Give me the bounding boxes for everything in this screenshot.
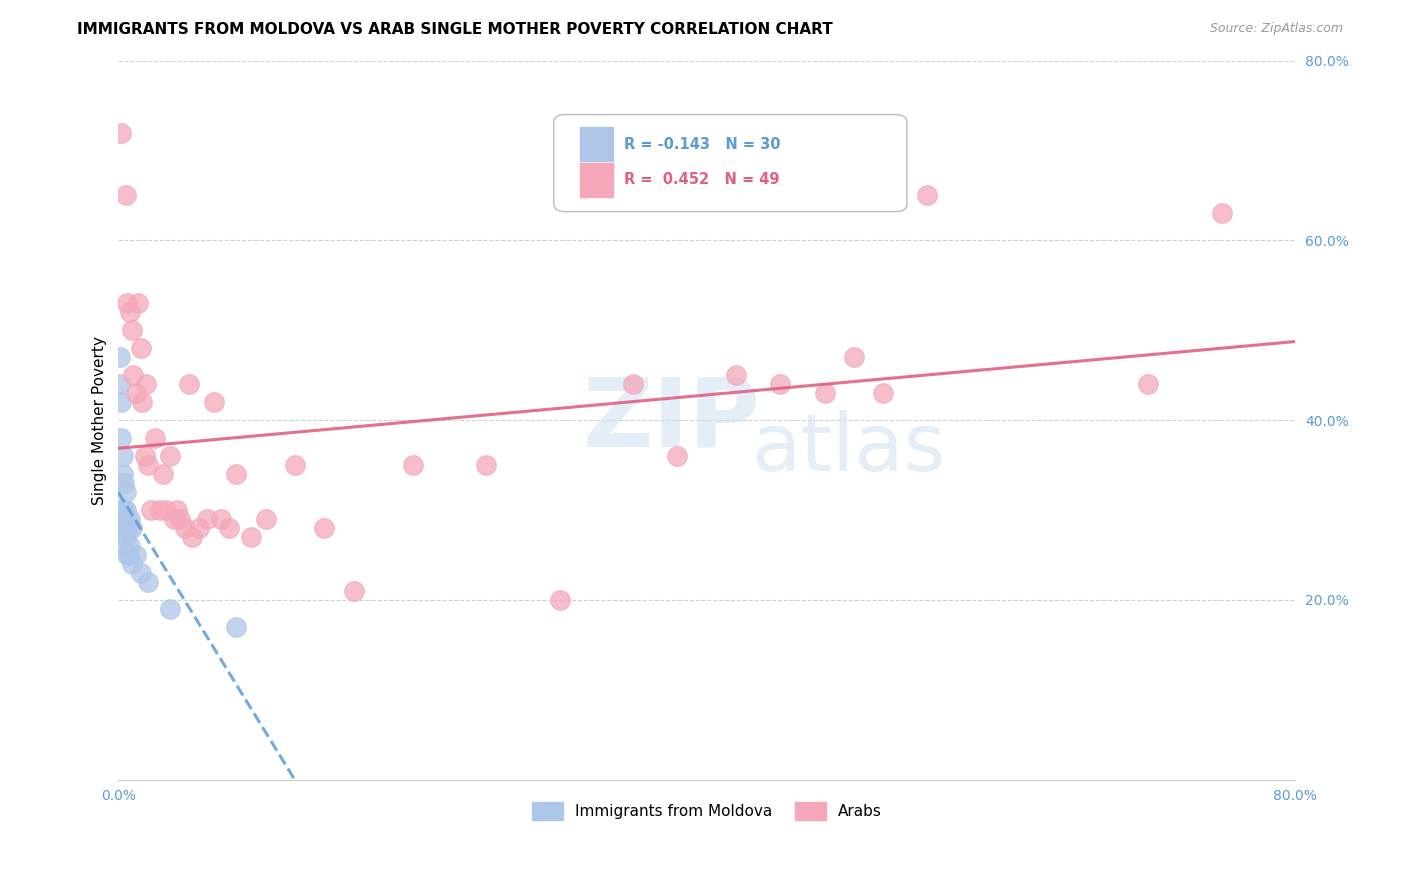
Point: [108, 350, 131, 364]
FancyBboxPatch shape: [554, 114, 907, 211]
Point: [120, 539, 142, 553]
Point: [114, 503, 136, 517]
Point: [169, 512, 191, 526]
Point: [111, 449, 134, 463]
Point: [1211, 206, 1233, 220]
Point: [117, 512, 139, 526]
Point: [181, 530, 204, 544]
Point: [125, 386, 148, 401]
Point: [769, 377, 792, 392]
Text: R =  0.452   N = 49: R = 0.452 N = 49: [624, 172, 780, 187]
Point: [111, 503, 134, 517]
Point: [136, 574, 159, 589]
Point: [155, 503, 177, 517]
Point: [121, 323, 143, 337]
Point: [110, 503, 132, 517]
Point: [135, 377, 157, 392]
Point: [112, 539, 135, 553]
Point: [188, 521, 211, 535]
Point: [110, 126, 132, 140]
Point: [152, 467, 174, 481]
Point: [136, 458, 159, 472]
Bar: [579, 162, 613, 197]
Point: [1137, 377, 1160, 392]
Point: [239, 530, 262, 544]
Point: [112, 521, 135, 535]
Point: [111, 467, 134, 481]
Point: [163, 512, 186, 526]
Point: [343, 583, 366, 598]
Point: [284, 458, 307, 472]
Point: [110, 431, 132, 445]
Point: [117, 521, 139, 535]
Text: atlas: atlas: [751, 410, 945, 488]
Point: [842, 350, 865, 364]
Point: [111, 512, 134, 526]
Point: [813, 386, 835, 401]
Point: [225, 467, 247, 481]
Point: [114, 485, 136, 500]
Point: [127, 296, 149, 310]
Point: [139, 503, 162, 517]
Point: [117, 548, 139, 562]
Point: [122, 368, 145, 383]
Point: [195, 512, 218, 526]
Point: [209, 512, 232, 526]
Point: [401, 458, 423, 472]
Point: [134, 449, 156, 463]
Legend: Immigrants from Moldova, Arabs: Immigrants from Moldova, Arabs: [526, 796, 887, 826]
Point: [177, 377, 200, 392]
Point: [110, 395, 132, 409]
Point: [621, 377, 644, 392]
Point: [149, 503, 172, 517]
Point: [108, 377, 131, 392]
Point: [120, 305, 142, 319]
Bar: [579, 127, 613, 161]
Text: ZIP: ZIP: [582, 374, 761, 467]
Point: [118, 521, 141, 535]
Point: [548, 592, 571, 607]
Point: [120, 512, 142, 526]
Point: [114, 188, 136, 202]
Text: IMMIGRANTS FROM MOLDOVA VS ARAB SINGLE MOTHER POVERTY CORRELATION CHART: IMMIGRANTS FROM MOLDOVA VS ARAB SINGLE M…: [77, 22, 834, 37]
Point: [917, 188, 939, 202]
Point: [475, 458, 498, 472]
Point: [159, 602, 181, 616]
Point: [725, 368, 748, 383]
Point: [166, 503, 188, 517]
Point: [129, 341, 152, 355]
Text: R = -0.143   N = 30: R = -0.143 N = 30: [624, 136, 780, 152]
Point: [225, 620, 247, 634]
Y-axis label: Single Mother Poverty: Single Mother Poverty: [93, 335, 107, 505]
Point: [114, 530, 136, 544]
Point: [254, 512, 277, 526]
Point: [218, 521, 240, 535]
Point: [129, 566, 152, 580]
Point: [112, 476, 135, 491]
Point: [131, 395, 153, 409]
Point: [112, 503, 135, 517]
Point: [125, 548, 148, 562]
Text: Source: ZipAtlas.com: Source: ZipAtlas.com: [1209, 22, 1343, 36]
Point: [159, 449, 181, 463]
Point: [117, 296, 139, 310]
Point: [143, 431, 166, 445]
Point: [173, 521, 195, 535]
Point: [666, 449, 689, 463]
Point: [202, 395, 225, 409]
Point: [314, 521, 336, 535]
Point: [121, 557, 143, 571]
Point: [121, 521, 143, 535]
Point: [118, 548, 141, 562]
Point: [872, 386, 894, 401]
